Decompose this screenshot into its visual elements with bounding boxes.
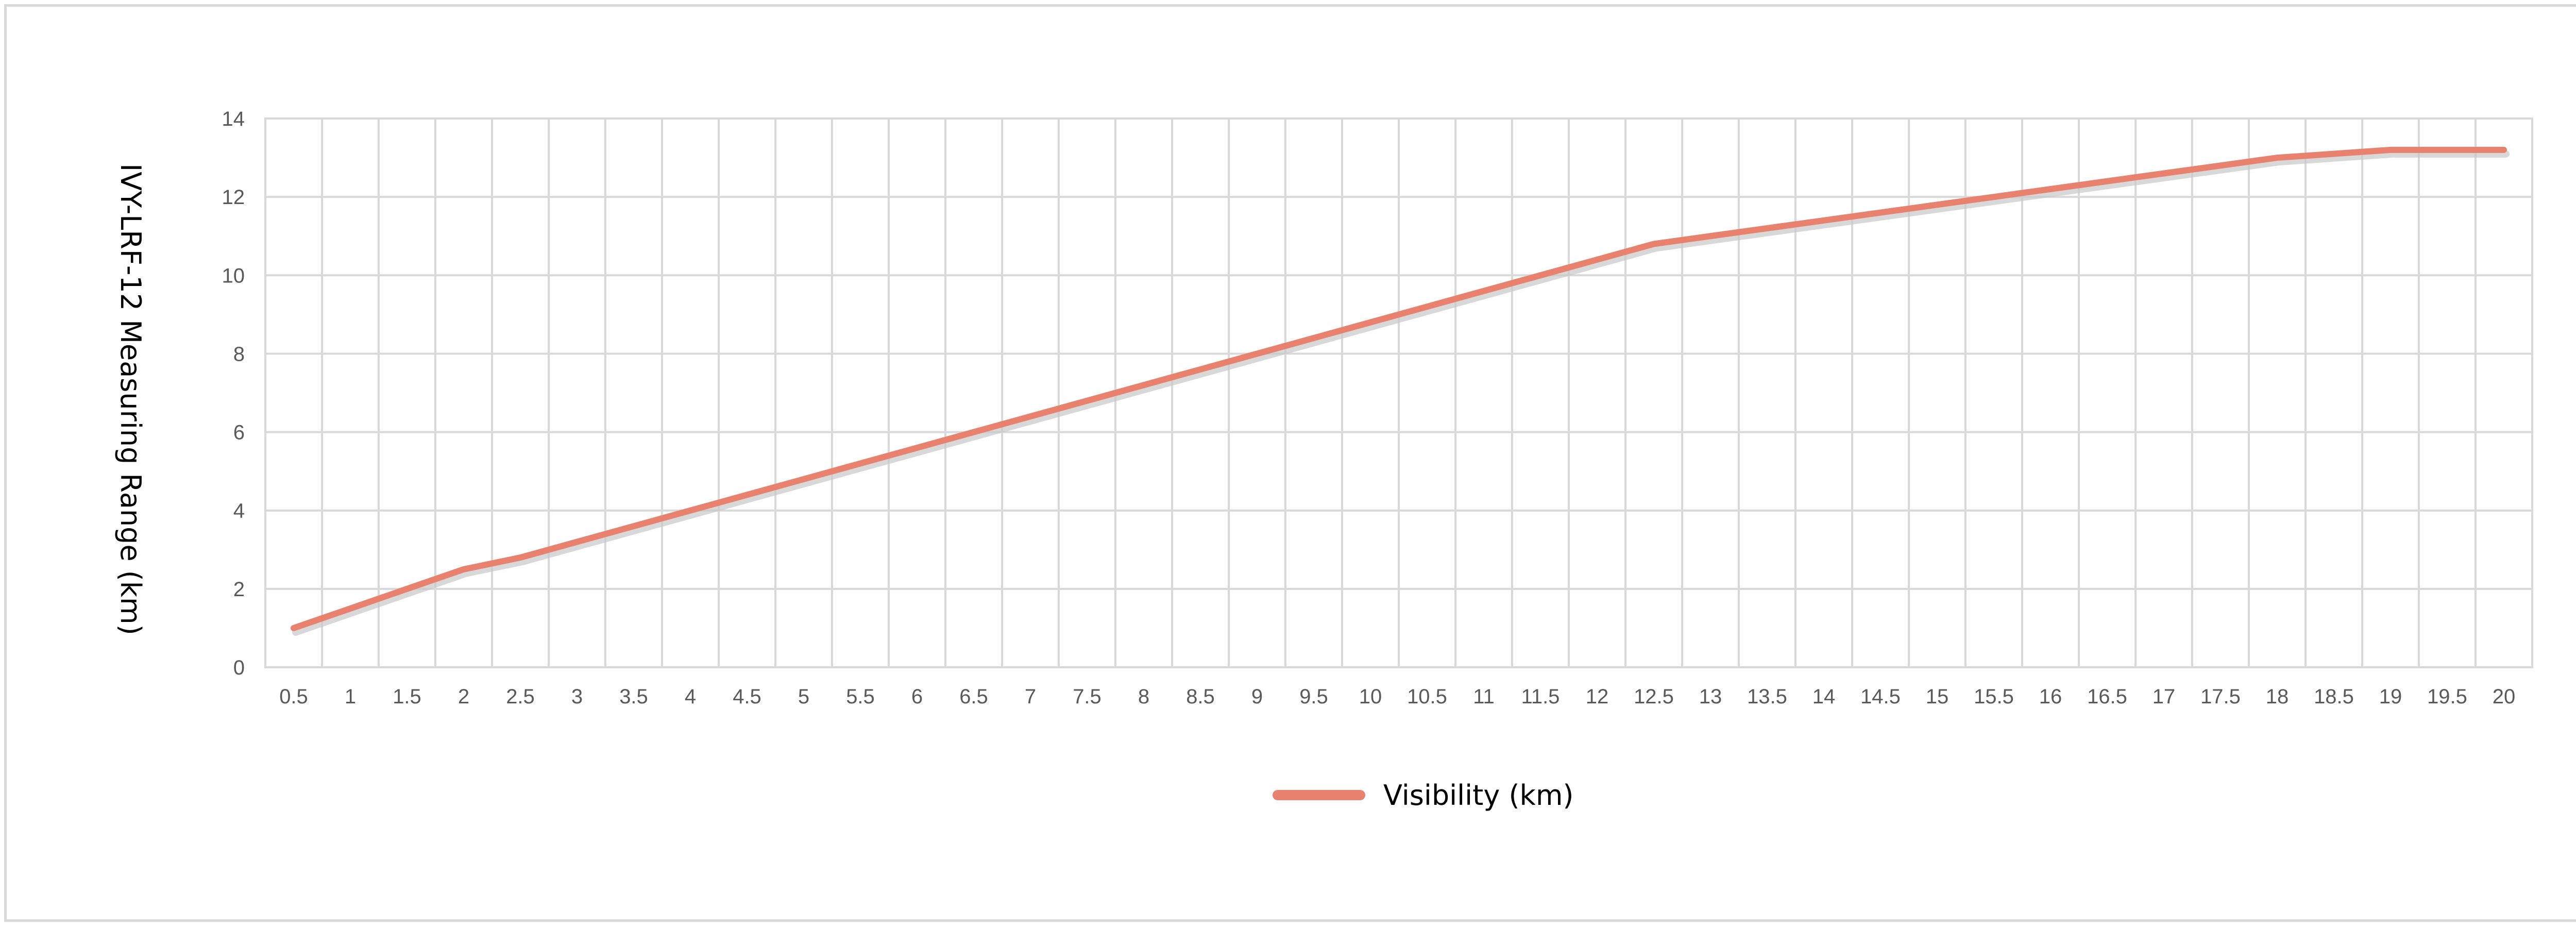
chart-frame bbox=[4, 4, 2576, 922]
legend: Visibility (km) bbox=[1273, 779, 1573, 812]
x-tick-label: 12 bbox=[1586, 685, 1609, 708]
x-tick-label: 20 bbox=[2493, 685, 2516, 708]
x-tick-label: 5 bbox=[798, 685, 809, 708]
y-axis-ticks: 0 2 4 6 8 10 12 14 bbox=[222, 108, 245, 679]
x-tick-label: 1 bbox=[345, 685, 356, 708]
series-line bbox=[291, 146, 2507, 631]
x-tick-label: 10.5 bbox=[1407, 685, 1447, 708]
x-tick-label: 10 bbox=[1359, 685, 1382, 708]
x-tick-label: 13 bbox=[1699, 685, 1722, 708]
x-tick-label: 1.5 bbox=[393, 685, 421, 708]
legend-label: Visibility (km) bbox=[1383, 779, 1573, 812]
series-group bbox=[291, 146, 2510, 636]
x-tick-label: 0.5 bbox=[279, 685, 308, 708]
x-tick-label: 3.5 bbox=[619, 685, 648, 708]
x-tick-label: 18.5 bbox=[2314, 685, 2354, 708]
grid-lines bbox=[264, 117, 2533, 668]
x-tick-label: 11.5 bbox=[1521, 685, 1560, 708]
x-tick-label: 19.5 bbox=[2427, 685, 2467, 708]
y-tick-label: 6 bbox=[233, 422, 245, 444]
x-tick-label: 13.5 bbox=[1747, 685, 1787, 708]
x-tick-label: 9 bbox=[1251, 685, 1263, 708]
y-tick-label: 0 bbox=[233, 656, 245, 679]
x-tick-label: 17.5 bbox=[2200, 685, 2241, 708]
y-tick-label: 2 bbox=[233, 578, 245, 601]
x-tick-label: 17 bbox=[2153, 685, 2176, 708]
x-tick-label: 2.5 bbox=[506, 685, 535, 708]
x-tick-label: 7 bbox=[1025, 685, 1036, 708]
x-tick-label: 15 bbox=[1926, 685, 1949, 708]
x-tick-label: 6 bbox=[911, 685, 923, 708]
x-tick-label: 3 bbox=[571, 685, 583, 708]
x-tick-label: 11 bbox=[1473, 685, 1495, 708]
y-tick-label: 14 bbox=[222, 108, 245, 130]
series-line-shadow bbox=[292, 150, 2510, 636]
x-tick-label: 5.5 bbox=[846, 685, 875, 708]
x-tick-label: 2 bbox=[458, 685, 469, 708]
y-tick-label: 10 bbox=[222, 264, 245, 287]
x-tick-label: 8.5 bbox=[1186, 685, 1215, 708]
x-tick-label: 4.5 bbox=[733, 685, 761, 708]
x-tick-label: 4 bbox=[685, 685, 696, 708]
x-tick-label: 12.5 bbox=[1634, 685, 1674, 708]
x-tick-label: 14 bbox=[1812, 685, 1836, 708]
y-tick-label: 4 bbox=[233, 500, 245, 523]
y-axis-label: IVY-LRF-12 Measuring Range (km) bbox=[114, 163, 147, 635]
x-tick-label: 16 bbox=[2039, 685, 2062, 708]
x-tick-label: 16.5 bbox=[2087, 685, 2127, 708]
x-tick-label: 14.5 bbox=[1860, 685, 1901, 708]
x-tick-label: 6.5 bbox=[959, 685, 988, 708]
y-tick-label: 12 bbox=[222, 186, 245, 209]
x-tick-label: 8 bbox=[1138, 685, 1149, 708]
x-tick-label: 9.5 bbox=[1299, 685, 1328, 708]
x-axis-ticks: 0.5 1 1.5 2 2.5 3 3.5 4 4.5 5 5.5 6 6.5 7 7.5 8 8.5 9 9.5 1… bbox=[279, 685, 2515, 708]
x-tick-label: 15.5 bbox=[1974, 685, 2014, 708]
x-tick-label: 18 bbox=[2266, 685, 2289, 708]
x-tick-label: 19 bbox=[2379, 685, 2402, 708]
y-tick-label: 8 bbox=[233, 343, 245, 365]
x-tick-label: 7.5 bbox=[1073, 685, 1101, 708]
